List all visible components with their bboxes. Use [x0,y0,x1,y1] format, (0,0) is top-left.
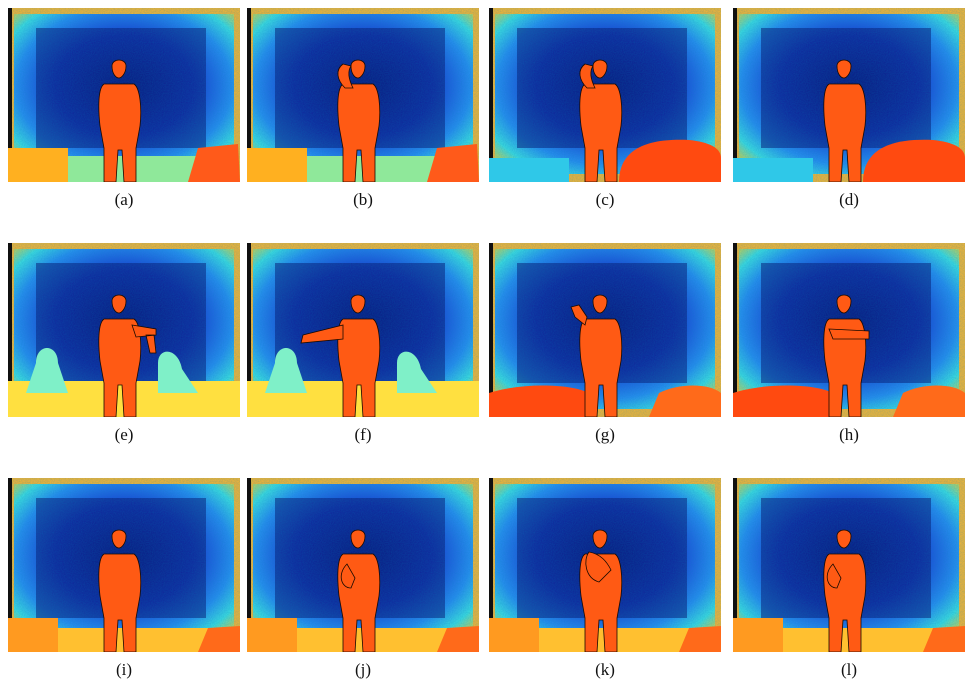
depth-image-panel [733,8,965,182]
panel-caption: (c) [595,190,615,209]
depth-map-image [733,243,965,417]
panel-caption: (l) [840,660,858,679]
panel-caption: (f) [354,425,372,444]
person-silhouette [337,59,381,182]
depth-image-panel [8,478,240,652]
person-silhouette [823,59,867,182]
person-silhouette [337,529,381,652]
depth-image-panel [247,243,479,417]
depth-image-panel [8,8,240,182]
panel-caption: (h) [839,425,859,444]
panel-caption: (i) [115,660,133,679]
panel-caption: (b) [353,190,373,209]
left-edge [733,8,737,182]
depth-map-image [8,478,240,652]
depth-map-image [247,478,479,652]
left-edge [489,8,493,182]
left-edge [489,243,493,417]
depth-map-image [733,8,965,182]
panel-caption: (j) [354,660,372,679]
person-silhouette [823,529,867,652]
depth-map-image [247,243,479,417]
foreground-objects [489,139,721,182]
depth-map-image [247,8,479,182]
person-silhouette [823,294,870,417]
depth-image-panel [733,243,965,417]
left-edge [247,243,251,417]
depth-map-image [489,243,721,417]
depth-map-image [489,8,721,182]
depth-image-panel [8,243,240,417]
depth-image-panel [733,478,965,652]
left-edge [733,478,737,652]
depth-image-panel [489,478,721,652]
foreground-objects [8,144,240,182]
left-edge [247,8,251,182]
person-silhouette [98,529,142,652]
foreground-objects [733,139,965,182]
depth-map-image [733,478,965,652]
panel-caption: (a) [114,190,134,209]
depth-map-image [8,243,240,417]
depth-map-image [8,8,240,182]
person-silhouette [98,59,142,182]
person-silhouette [579,529,623,652]
panel-caption: (e) [114,425,134,444]
person-silhouette [579,59,623,182]
depth-image-panel [489,243,721,417]
depth-image-panel [247,478,479,652]
left-edge [8,478,12,652]
panel-caption: (g) [595,425,615,444]
foreground-objects [247,144,479,182]
foreground-objects [489,385,721,417]
person-silhouette [300,294,381,417]
foreground-objects [733,385,965,417]
left-edge [489,478,493,652]
left-edge [733,243,737,417]
person-silhouette [98,294,157,417]
depth-image-panel [247,8,479,182]
depth-map-image [489,478,721,652]
panel-caption: (k) [595,660,615,679]
person-silhouette [570,294,623,417]
left-edge [8,8,12,182]
depth-image-panel [489,8,721,182]
panel-caption: (d) [839,190,859,209]
left-edge [8,243,12,417]
left-edge [247,478,251,652]
